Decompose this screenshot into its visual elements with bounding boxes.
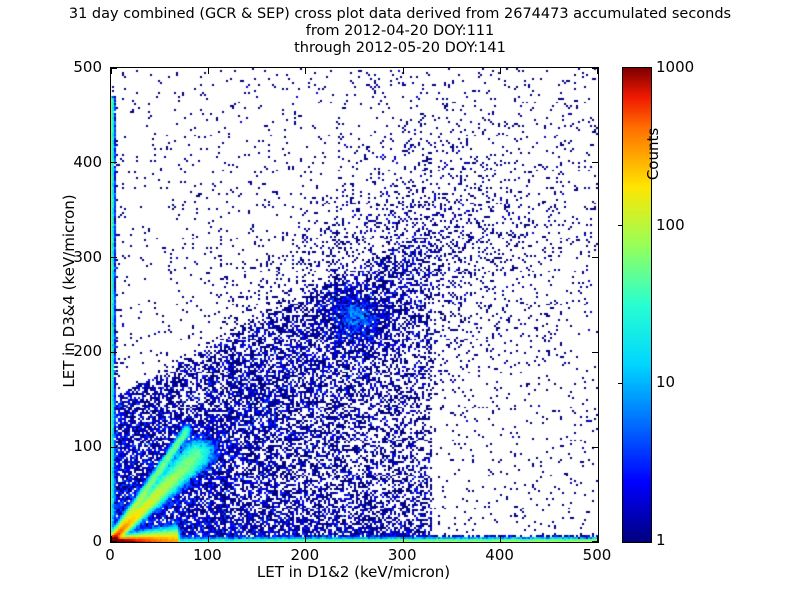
x-tick-400 bbox=[499, 68, 502, 74]
y-tick-400 bbox=[592, 162, 598, 164]
y-tick-500 bbox=[592, 67, 598, 69]
y-tick-label-100: 100 bbox=[73, 437, 102, 456]
figure-title: 31 day combined (GCR & SEP) cross plot d… bbox=[0, 6, 800, 57]
colorbar-title: Counts bbox=[644, 127, 662, 181]
x-tick-200 bbox=[305, 536, 307, 542]
x-tick-500 bbox=[597, 68, 599, 74]
y-tick-200 bbox=[592, 351, 598, 354]
colorbar-gradient bbox=[623, 68, 651, 542]
x-tick-label-300: 300 bbox=[387, 546, 417, 564]
x-tick-label-500: 500 bbox=[582, 546, 612, 564]
y-tick-400 bbox=[111, 162, 117, 164]
density-scatter-canvas bbox=[111, 68, 598, 542]
y-tick-label-500: 500 bbox=[73, 58, 102, 76]
x-axis-title: LET in D1&2 (keV/micron) bbox=[256, 563, 451, 581]
y-tick-300 bbox=[592, 256, 598, 259]
colorbar-tick-label-10: 10 bbox=[656, 373, 676, 392]
title-line-2: from 2012-04-20 DOY:111 bbox=[305, 23, 495, 39]
x-tick-500 bbox=[597, 536, 599, 542]
colorbar-tick-10 bbox=[618, 382, 623, 384]
colorbar bbox=[618, 67, 652, 543]
y-tick-label-200: 200 bbox=[73, 342, 102, 361]
x-tick-label-0: 0 bbox=[105, 546, 115, 564]
colorbar-tick-label-1: 1 bbox=[656, 531, 666, 549]
y-tick-100 bbox=[592, 446, 598, 448]
title-line-1: 31 day combined (GCR & SEP) cross plot d… bbox=[68, 6, 732, 22]
colorbar-tick-label-100: 100 bbox=[656, 215, 685, 234]
y-tick-label-300: 300 bbox=[73, 247, 102, 266]
x-tick-0 bbox=[110, 68, 112, 74]
x-tick-100 bbox=[207, 536, 210, 542]
y-tick-500 bbox=[111, 67, 117, 69]
x-tick-200 bbox=[305, 68, 307, 74]
x-tick-300 bbox=[402, 68, 404, 74]
plot-area bbox=[110, 67, 599, 543]
x-tick-label-400: 400 bbox=[485, 546, 514, 564]
y-tick-100 bbox=[111, 446, 117, 448]
x-tick-300 bbox=[402, 536, 404, 542]
y-tick-label-0: 0 bbox=[92, 532, 102, 550]
colorbar-tick-label-1000: 1000 bbox=[656, 58, 695, 76]
y-axis-title: LET in D3&4 (keV/micron) bbox=[60, 194, 78, 388]
y-tick-label-400: 400 bbox=[73, 152, 102, 171]
x-tick-0 bbox=[110, 536, 112, 542]
x-tick-400 bbox=[499, 536, 502, 542]
x-tick-100 bbox=[207, 68, 210, 74]
y-tick-200 bbox=[111, 351, 117, 354]
y-tick-0 bbox=[111, 541, 117, 543]
y-tick-0 bbox=[592, 541, 598, 543]
x-tick-label-100: 100 bbox=[193, 546, 222, 564]
y-tick-300 bbox=[111, 256, 117, 259]
x-tick-label-200: 200 bbox=[290, 546, 320, 564]
colorbar-tick-100 bbox=[618, 225, 623, 227]
title-line-3: through 2012-05-20 DOY:141 bbox=[294, 40, 506, 56]
